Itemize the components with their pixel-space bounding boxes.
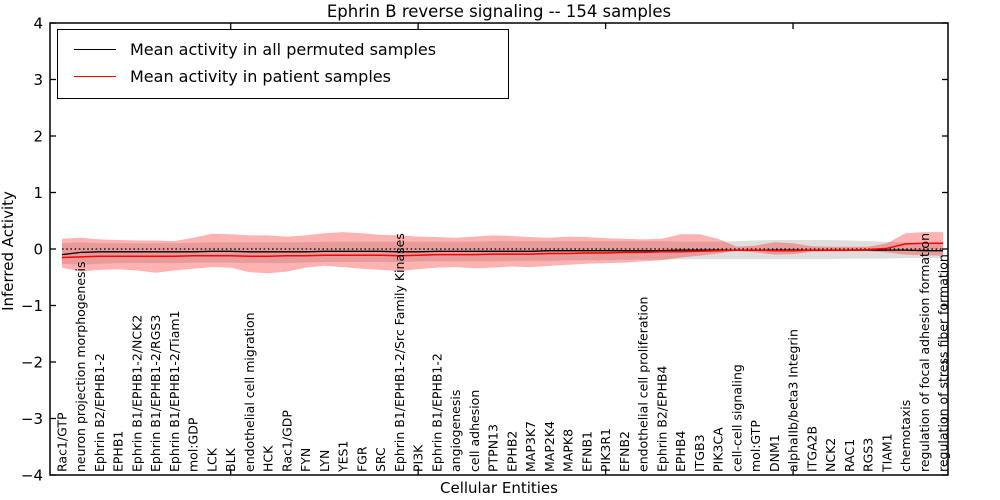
x-axis-label: Cellular Entities bbox=[440, 479, 558, 497]
x-category-label: EPHB4 bbox=[673, 431, 688, 472]
permuted-range-band bbox=[62, 240, 943, 265]
x-category-label: alphaIIb/beta3 Integrin bbox=[786, 329, 801, 472]
permuted-line-swatch bbox=[74, 49, 116, 50]
x-category-label: NCK2 bbox=[823, 438, 838, 472]
x-category-label: PIK3R1 bbox=[598, 428, 613, 472]
x-category-label: Ephrin B2/EPHB1-2 bbox=[92, 353, 107, 472]
x-category-label: EFNB1 bbox=[579, 431, 594, 472]
x-category-label: YES1 bbox=[336, 441, 351, 473]
x-category-label: LYN bbox=[317, 450, 332, 472]
y-tick-label: 1 bbox=[33, 184, 43, 202]
x-category-label: DNM1 bbox=[767, 434, 782, 472]
y-tick-label: −2 bbox=[21, 354, 43, 372]
x-category-label: PIK3CA bbox=[711, 427, 726, 472]
legend-item-permuted: Mean activity in all permuted samples bbox=[58, 36, 508, 63]
x-category-label: Rac1/GDP bbox=[279, 410, 294, 472]
x-category-label: SRC bbox=[373, 447, 388, 472]
x-category-label: angiogenesis bbox=[448, 390, 463, 472]
patient-line-swatch bbox=[74, 76, 116, 77]
x-category-label: ITGB3 bbox=[692, 434, 707, 472]
x-category-label: EPHB2 bbox=[504, 431, 519, 472]
x-category-label: Ephrin B1/EPHB1-2/NCK2 bbox=[130, 315, 145, 472]
x-category-label: BLK bbox=[223, 447, 238, 472]
x-category-label: cell adhesion bbox=[467, 390, 482, 472]
legend-label: Mean activity in patient samples bbox=[130, 67, 391, 86]
legend-label: Mean activity in all permuted samples bbox=[130, 40, 437, 59]
x-category-label: MAP3K7 bbox=[523, 421, 538, 472]
x-category-label: endothelial cell migration bbox=[242, 312, 257, 472]
x-category-label: chemotaxis bbox=[898, 400, 913, 472]
chart-title: Ephrin B reverse signaling -- 154 sample… bbox=[326, 2, 672, 21]
x-category-label: Ephrin B1/EPHB1-2 bbox=[429, 353, 444, 472]
patient-range-band bbox=[62, 232, 943, 274]
x-category-label: FGR bbox=[354, 446, 369, 472]
x-category-label: Rac1/GTP bbox=[55, 412, 70, 472]
x-category-label: LCK bbox=[205, 447, 220, 472]
legend: Mean activity in all permuted samples Me… bbox=[57, 29, 509, 99]
x-category-label: mol:GDP bbox=[186, 417, 201, 472]
x-category-label: EFNB2 bbox=[617, 431, 632, 472]
x-category-label: PI3K bbox=[411, 444, 426, 472]
x-category-label: HCK bbox=[261, 445, 276, 472]
y-tick-label: −3 bbox=[21, 410, 43, 428]
x-category-label: EPHB1 bbox=[111, 431, 126, 472]
x-category-label: TIAM1 bbox=[879, 433, 894, 473]
x-category-label: RAC1 bbox=[842, 439, 857, 472]
x-category-label: MAPK8 bbox=[561, 429, 576, 472]
x-category-label: Ephrin B1/EPHB1-2/Src Family Kinases bbox=[392, 233, 407, 472]
y-tick-label: 0 bbox=[33, 241, 43, 259]
x-category-label: MAP2K4 bbox=[542, 421, 557, 472]
x-category-label: endothelial cell proliferation bbox=[636, 297, 651, 472]
x-category-label: neuron projection morphogenesis bbox=[73, 261, 88, 472]
patient-mean-line bbox=[61, 242, 943, 259]
x-category-label: cell-cell signaling bbox=[729, 364, 744, 472]
x-category-label: Ephrin B2/EPHB4 bbox=[654, 366, 669, 472]
x-category-label: mol:GTP bbox=[748, 420, 763, 472]
y-axis-label: Inferred Activity bbox=[0, 191, 17, 311]
x-category-label: PTPN13 bbox=[486, 424, 501, 472]
y-tick-label: −4 bbox=[21, 467, 43, 485]
y-tick-label: 4 bbox=[33, 15, 43, 33]
x-category-label: FYN bbox=[298, 448, 313, 472]
x-category-label: regulation of stress fiber formation bbox=[936, 254, 951, 472]
y-tick-label: −1 bbox=[21, 297, 43, 315]
x-category-label: Ephrin B1/EPHB1-2/Tiam1 bbox=[167, 310, 182, 472]
x-category-label: RGS3 bbox=[861, 438, 876, 472]
y-tick-label: 2 bbox=[33, 128, 43, 146]
x-category-label: ITGA2B bbox=[804, 426, 819, 472]
x-category-label: Ephrin B1/EPHB1-2/RGS3 bbox=[148, 315, 163, 472]
x-category-label: regulation of focal adhesion formation bbox=[917, 233, 932, 472]
y-tick-label: 3 bbox=[33, 71, 43, 89]
legend-item-patient: Mean activity in patient samples bbox=[58, 63, 508, 90]
